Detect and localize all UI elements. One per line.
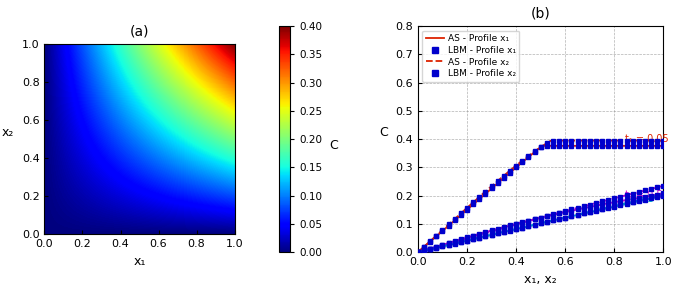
X-axis label: x₁: x₁ <box>133 255 146 268</box>
Y-axis label: C: C <box>329 139 338 152</box>
Text: t₃ = 1: t₃ = 1 <box>624 194 653 204</box>
X-axis label: x₁, x₂: x₁, x₂ <box>524 273 557 286</box>
Y-axis label: x₂: x₂ <box>2 126 14 139</box>
Title: (b): (b) <box>531 7 551 21</box>
Y-axis label: C: C <box>380 126 389 139</box>
Text: t₂ = 0.5: t₂ = 0.5 <box>624 190 662 200</box>
Text: t₁ = 0.05: t₁ = 0.05 <box>624 135 668 144</box>
Legend: AS - Profile x₁, LBM - Profile x₁, AS - Profile x₂, LBM - Profile x₂: AS - Profile x₁, LBM - Profile x₁, AS - … <box>422 31 519 82</box>
Title: (a): (a) <box>130 25 149 39</box>
